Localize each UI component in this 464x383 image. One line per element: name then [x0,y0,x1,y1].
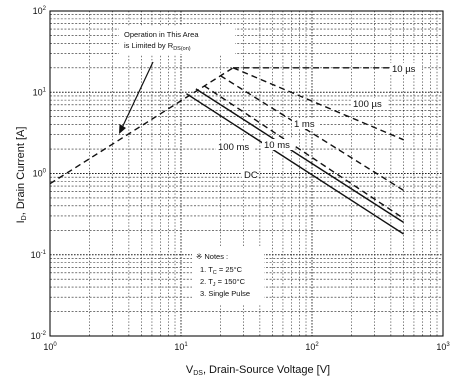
tick-labels: 100 101 102 103 10-2 10-1 100 101 102 [31,6,451,352]
curve-label: 1 ms [294,119,315,130]
curve-label-bg [262,139,294,150]
x-tick-label: 103 [436,342,450,352]
x-tick-label: 101 [174,342,188,352]
curve-label-bg [351,98,389,109]
notes-item: 2. TJ = 150°C [200,277,246,288]
curve-label-bg [390,63,422,74]
notes-bg [192,247,264,305]
notes-item: 1. TC = 25°C [200,265,243,276]
y-tick-label: 100 [33,169,47,179]
series-line-1-ms [220,75,404,191]
x-tick-label: 100 [43,342,57,352]
x-axis-title: VDS, Drain-Source Voltage [V] [186,364,330,377]
y-tick-label: 10-2 [31,331,47,341]
y-axis-title: ID, Drain Current [A] [15,127,28,224]
y-tick-label: 10-1 [31,250,47,260]
series-line-DC [186,93,404,235]
plot-frame [49,10,444,337]
limit-note-bg [119,26,235,54]
series-line-100-us [232,67,404,141]
annotations: Operation in This Area is Limited by RDS(… [119,26,264,305]
curve-label: 10 ms [264,140,290,151]
arrow-head-icon [119,124,126,134]
curve-label-bg [242,169,258,180]
limit-note-arrow [120,61,154,131]
limit-note-line2: is Limited by RDS(on) [124,41,191,52]
curve-label: 10 µs [392,64,416,75]
plot-border [49,10,444,337]
curve-label: 100 µs [353,99,382,110]
curve-labels: 10 µs 100 µs 1 ms 10 ms 100 ms DC [216,63,422,181]
rdson-limit-line [49,67,234,185]
limit-note-line1: Operation in This Area [124,30,199,39]
notes-item: 3. Single Pulse [200,289,250,298]
curve-label-bg [292,118,319,129]
curve-label-bg [216,141,254,152]
notes-title: ※ Notes : [196,252,228,261]
x-tick-label: 102 [305,342,319,352]
series-line-100-ms [195,88,404,223]
curve-label: 100 ms [218,142,249,153]
y-tick-label: 102 [33,6,47,16]
y-tick-label: 101 [33,87,47,97]
curve-label: DC [244,170,258,181]
curves [49,67,404,235]
